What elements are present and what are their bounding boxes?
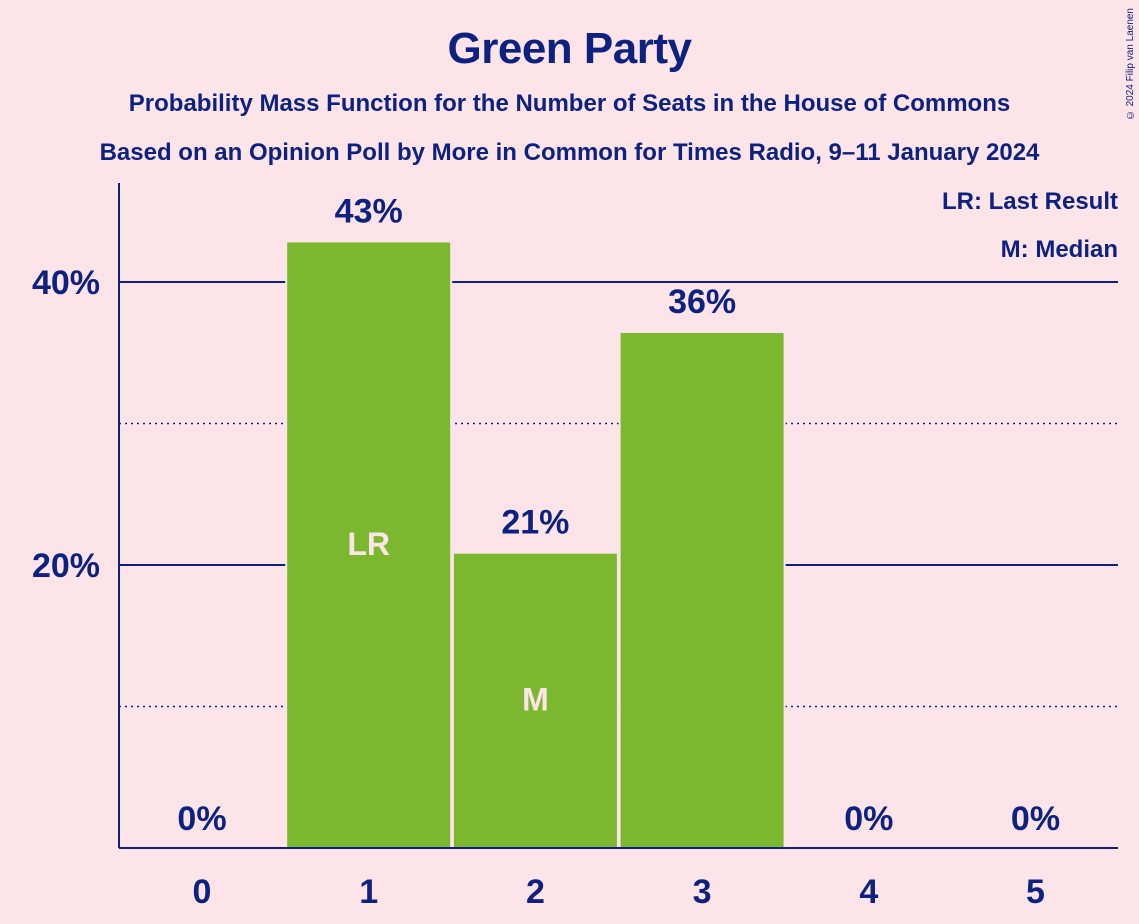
- value-label: 36%: [668, 283, 736, 321]
- value-label: 21%: [501, 504, 569, 542]
- marker-m: M: [522, 681, 549, 717]
- legend-last-result: LR: Last Result: [942, 188, 1118, 215]
- value-label: 0%: [1011, 800, 1060, 838]
- x-tick-label: 3: [693, 873, 712, 911]
- y-tick-label: 40%: [32, 264, 100, 302]
- chart-title: Green Party: [447, 24, 692, 73]
- marker-lr: LR: [347, 526, 390, 562]
- bar-3: [620, 332, 784, 848]
- x-tick-label: 0: [193, 873, 212, 911]
- value-label: 43%: [335, 192, 403, 230]
- chart-subtitle: Probability Mass Function for the Number…: [128, 90, 1011, 117]
- bar-2: [453, 553, 617, 848]
- x-tick-label: 1: [359, 873, 378, 911]
- legend-median: M: Median: [1001, 236, 1118, 263]
- axes: [118, 183, 1118, 849]
- bars: [285, 240, 786, 848]
- y-tick-label: 20%: [32, 547, 100, 585]
- x-tick-label: 2: [526, 873, 545, 911]
- x-tick-label: 5: [1026, 873, 1045, 911]
- chart-source: Based on an Opinion Poll by More in Comm…: [99, 139, 1040, 166]
- bar-1: [287, 242, 451, 848]
- x-tick-label: 4: [859, 873, 878, 911]
- value-label: 0%: [177, 800, 226, 838]
- value-label: 0%: [844, 800, 893, 838]
